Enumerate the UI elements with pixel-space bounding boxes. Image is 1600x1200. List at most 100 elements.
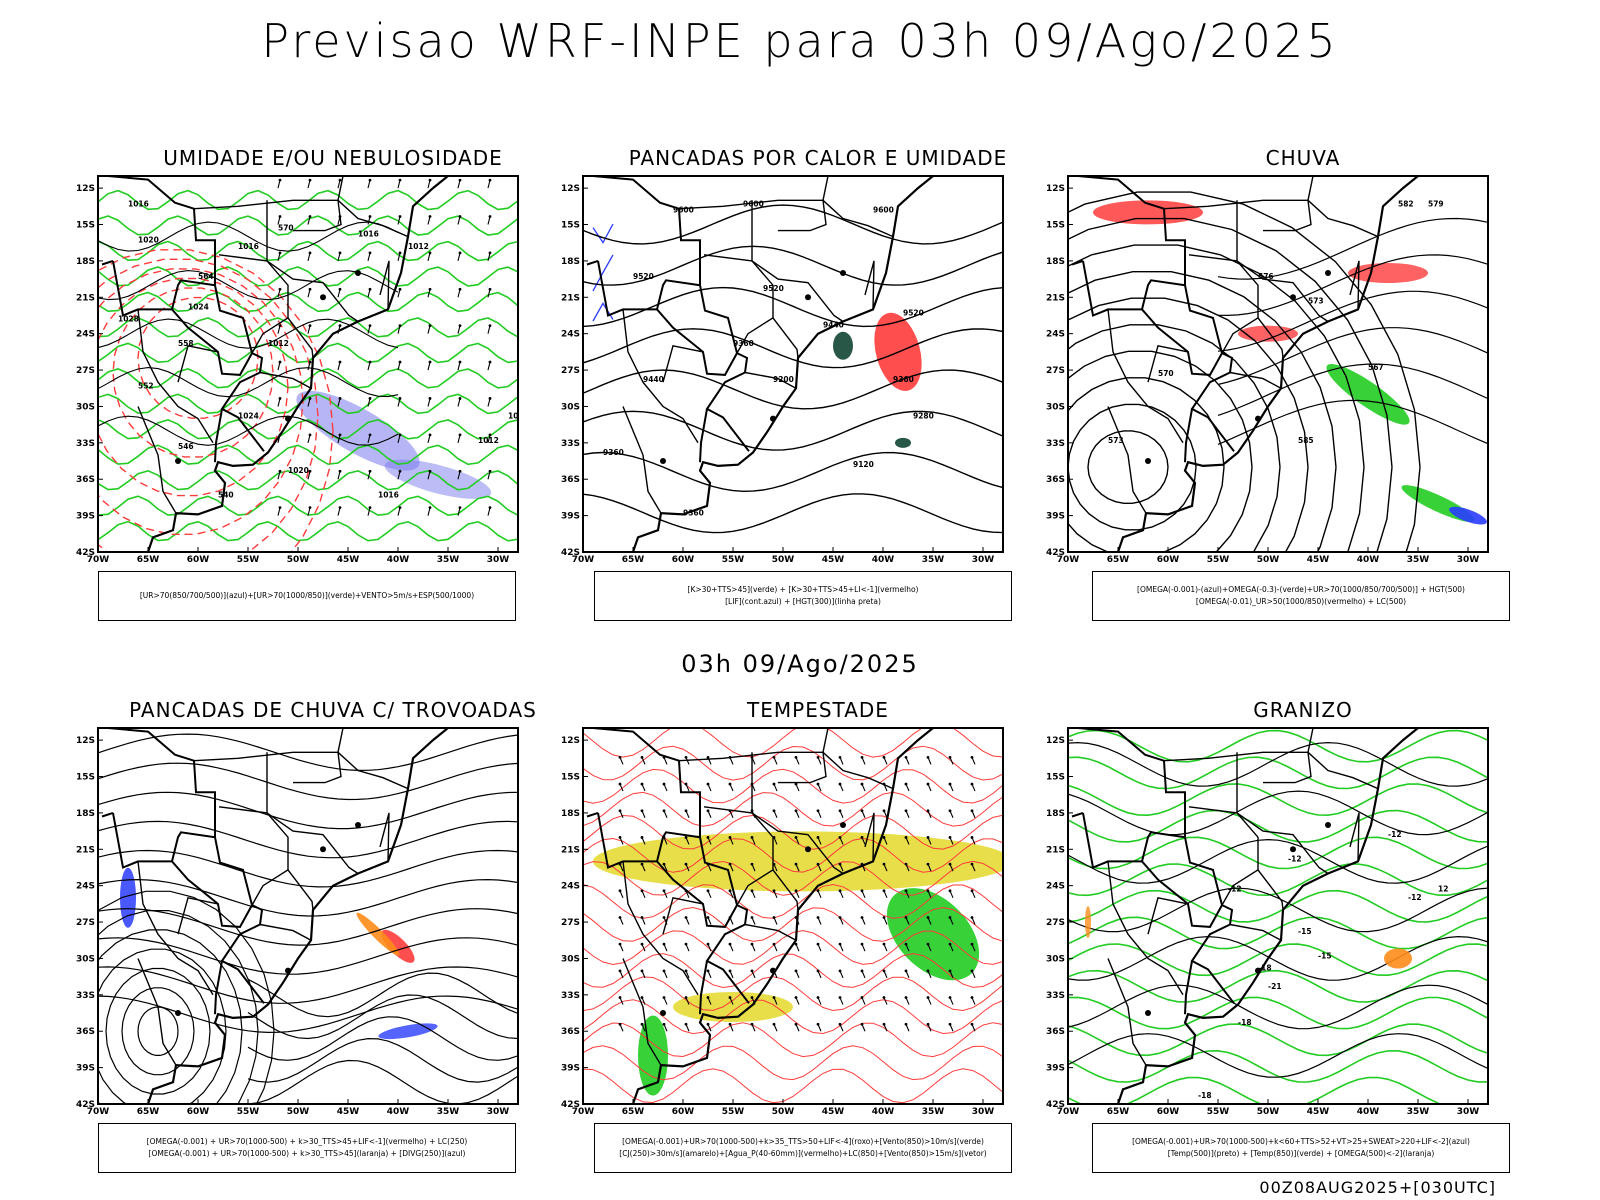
thunderstorm-weak (356, 912, 400, 956)
wind-vector-850-head (618, 755, 622, 759)
contour-label: 12 (1438, 885, 1448, 894)
contour-label: 573 (1108, 436, 1124, 445)
contour-label: 582 (1398, 199, 1414, 208)
country-border (586, 811, 599, 818)
lat-tick-label: 18S (561, 257, 580, 267)
wind-vector-head (368, 178, 372, 182)
hgt500-contour (1068, 191, 1421, 552)
page-title: Previsao WRF-INPE para 03h 09/Ago/2025 (261, 14, 1339, 68)
state-border (1307, 199, 1379, 238)
wind-vector-850-head (882, 862, 886, 866)
wind-vector-head (398, 178, 402, 182)
lake (1290, 294, 1296, 301)
wind-vector-850-head (926, 836, 930, 839)
lon-tick-label: 60W (1157, 1107, 1180, 1117)
thickness-contour (137, 296, 259, 419)
temp850-contour (1068, 863, 1488, 897)
state-border (751, 200, 844, 323)
map-plot: 9600960096009520952094409360920095209360… (561, 175, 1004, 565)
legend-line: [OMEGA(-0.01)_UR>50(1000/850)(vermelho) … (1195, 597, 1407, 606)
lon-tick-label: 70W (1057, 555, 1080, 565)
wind-vector-head (428, 251, 432, 255)
map-layer: 1016 1020 1024 1028 1012 1016 1016 1012 1020 1016… (98, 176, 529, 552)
wind-vector-850-head (640, 836, 644, 839)
lat-tick-label: 42S (1046, 1100, 1065, 1110)
temp850-contour (1068, 729, 1488, 763)
wind-vector-head (488, 397, 492, 400)
lon-tick-label: 65W (137, 555, 160, 565)
contour-label: 9520 (903, 308, 924, 317)
wind-vector-850-head (684, 916, 688, 919)
wind-vector-head (398, 469, 402, 473)
contour-label: 9360 (603, 448, 624, 457)
lat-tick-label: 30S (76, 954, 95, 964)
wind-vector-850-head (860, 942, 864, 946)
thunderstorm-area (381, 929, 415, 963)
state-border (822, 176, 829, 201)
contour-label: -15 (1318, 951, 1332, 960)
lon-tick-label: 60W (672, 555, 695, 565)
country-border (592, 728, 701, 838)
hgt300-contour (583, 204, 1003, 245)
map-frame (97, 727, 519, 1105)
lon-tick-label: 30W (1457, 555, 1480, 565)
wind-vector-head (278, 324, 282, 328)
wind-vector-850-head (662, 1022, 666, 1026)
wind-vector-head (458, 215, 462, 218)
lon-tick-label: 55W (722, 1107, 745, 1117)
streamline-250 (98, 849, 518, 888)
lat-tick-label: 42S (1046, 548, 1065, 558)
contour-label: 9440 (643, 375, 664, 384)
lat-tick-label: 39S (1046, 1064, 1065, 1074)
streamline-250 (247, 1059, 518, 1104)
lifted-index-contour (592, 302, 614, 322)
legend-line: [LIF](cont.azul) + [HGT(300)](linha pret… (725, 597, 881, 606)
wind-vector-head (398, 324, 402, 328)
wind-vector-850-head (706, 782, 710, 786)
streamline-850 (583, 930, 1003, 966)
map-layer: 9600960096009520952094409360920095209360… (583, 176, 1003, 552)
wind-vector-850-head (948, 862, 952, 866)
lon-tick-label: 50W (772, 1107, 795, 1117)
wind-vector-850-head (772, 916, 776, 919)
hgt300-contour (583, 369, 1003, 410)
lat-tick-label: 27S (561, 918, 580, 928)
streamline-850 (583, 728, 1003, 758)
wind-vector-head (278, 178, 282, 182)
state-border (1107, 861, 1184, 996)
wind-vector-850-head (640, 809, 644, 813)
wind-vector-head (308, 215, 312, 218)
wind-vector-head (338, 287, 342, 291)
hgt500-contour (1068, 244, 1365, 552)
contour-label: 573 (1308, 296, 1324, 305)
wind-vector-850-head (750, 942, 754, 946)
wind-vector-head (338, 178, 342, 182)
wind-vector-head (368, 397, 372, 400)
wind-vector-850-head (970, 809, 974, 813)
legend-box: [OMEGA(-0.001)+UR>70(1000-500)+k>35_TTS>… (594, 1123, 1012, 1173)
map-frame (1067, 175, 1489, 553)
wind-vector-850-head (684, 996, 688, 999)
wind-vector-850-head (794, 996, 798, 999)
streamline-250 (137, 1006, 179, 1056)
lon-tick-label: 35W (437, 1107, 460, 1117)
coastline (631, 176, 934, 552)
wind-vector-head (428, 287, 432, 291)
wind-vector-850-head (926, 862, 930, 866)
map-plot: -12 -12 -12 -15 -18 -18 -18 -21 -12 -15 12 12S 15S 18… (1046, 727, 1489, 1117)
humidity-lower-contour (98, 444, 518, 466)
wind-vector-850-head (816, 836, 820, 839)
lon-tick-label: 50W (1257, 555, 1280, 565)
state-border (337, 728, 344, 753)
wind-vector-850-head (816, 889, 820, 893)
state-border (622, 309, 699, 444)
wind-vector-850-head (750, 996, 754, 999)
wind-vector-850-head (838, 782, 842, 786)
lake (1325, 822, 1331, 829)
legend-line: [OMEGA(-0.001) + UR>70(1000-500) + k>30_… (146, 1137, 468, 1146)
contour-label: 1016 (508, 412, 529, 421)
lat-tick-label: 24S (1046, 330, 1065, 340)
thickness-contour (98, 268, 304, 535)
state-border (1229, 923, 1282, 941)
country-border (171, 308, 253, 376)
